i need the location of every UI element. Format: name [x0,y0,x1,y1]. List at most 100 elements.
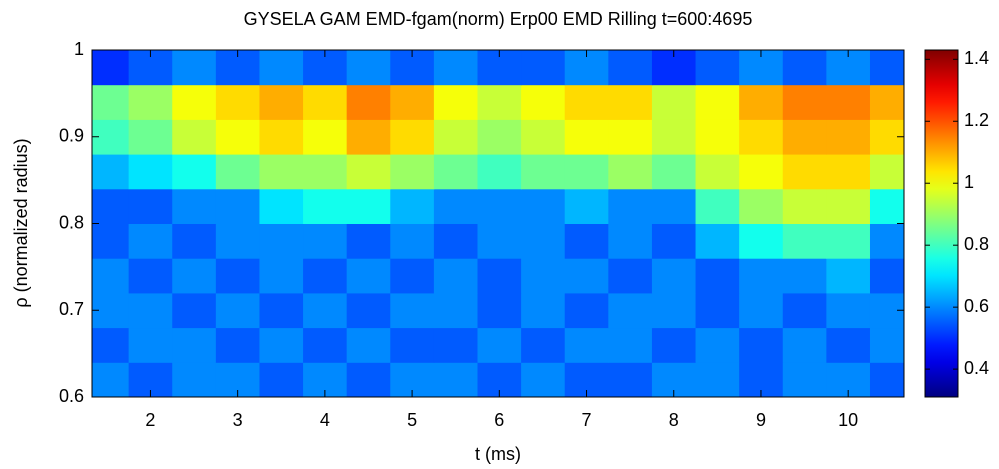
heatmap-cell [477,327,522,363]
heatmap-cell [259,258,304,294]
heatmap-cell [608,362,653,397]
heatmap-cell [128,188,173,224]
heatmap-cell [695,362,740,397]
heatmap-cell [172,119,217,155]
heatmap-cell [215,223,260,259]
heatmap-cell [695,119,740,155]
heatmap-cell [564,84,609,120]
heatmap-cell [172,84,217,120]
heatmap-cell [346,258,391,294]
heatmap-cell [215,154,260,190]
heatmap-cell [651,154,697,190]
heatmap-cell [869,292,904,329]
heatmap-cell [826,84,871,120]
heatmap-cell [303,188,348,224]
heatmap-cell [259,223,304,259]
heatmap-cell [303,258,348,294]
heatmap-cell [521,119,566,155]
x-tick-label: 5 [407,410,417,430]
colorbar-tick-label: 0.6 [964,296,989,316]
heatmap-cell [303,292,348,329]
heatmap-cell [651,188,697,224]
heatmap-cell [782,50,827,86]
heatmap-cell [651,258,697,294]
heatmap-cell [390,223,435,259]
heatmap-cell [215,292,260,329]
heatmap-cell [564,327,609,363]
heatmap-cell [826,223,871,259]
colorbar-tick-label: 0.4 [964,358,989,378]
heatmap-cell [782,258,827,294]
heatmap-cell [477,188,522,224]
heatmap-cell [346,292,391,329]
heatmap-cell [521,327,566,363]
heatmap-cell [390,258,435,294]
heatmap-cell [172,188,217,224]
heatmap-cell [782,362,827,397]
heatmap-cell [128,84,173,120]
heatmap-cell [869,362,904,397]
heatmap-cell [303,119,348,155]
heatmap-cell [346,188,391,224]
heatmap-cell [521,84,566,120]
heatmap-cell [303,327,348,363]
heatmap-cell [433,119,479,155]
heatmap-cell [782,188,827,224]
heatmap-cell [346,223,391,259]
heatmap-cell [739,223,784,259]
heatmap-cell [92,154,130,190]
heatmap-cell [346,50,391,86]
heatmap-cell [695,154,740,190]
heatmap-cell [608,119,653,155]
heatmap-cell [128,119,173,155]
heatmap-cell [521,50,566,86]
heatmap-cell [739,258,784,294]
heatmap-cell [477,223,522,259]
y-tick-label: 0.9 [59,126,84,146]
heatmap-cell [608,292,653,329]
colorbar-tick-label: 0.8 [964,234,989,254]
heatmap-cell [259,327,304,363]
heatmap-cell [390,292,435,329]
heatmap-cell [92,188,130,224]
y-tick-label: 0.7 [59,299,84,319]
heatmap-cell [826,188,871,224]
heatmap-cell [92,223,130,259]
chart-title: GYSELA GAM EMD-fgam(norm) Erp00 EMD Rill… [244,9,753,29]
heatmap-cell [695,292,740,329]
heatmap-cell [608,50,653,86]
heatmap-cell [346,84,391,120]
heatmap-cell [259,84,304,120]
heatmap-cell [521,154,566,190]
heatmap-cell [695,50,740,86]
heatmap-cell [303,154,348,190]
x-tick-label: 6 [494,410,504,430]
heatmap-cell [826,154,871,190]
heatmap-cell [477,119,522,155]
heatmap-cell [608,154,653,190]
heatmap-cell [695,327,740,363]
heatmap-cell [739,84,784,120]
heatmap-cell [869,50,904,86]
heatmap-cell [826,292,871,329]
heatmap-cell [92,258,130,294]
heatmap-cell [782,327,827,363]
heatmap-cell [390,327,435,363]
colorbar-tick-label: 1.2 [964,110,989,130]
colorbar-tick-label: 1 [964,172,974,192]
heatmap-cell [92,362,130,397]
heatmap-cell [346,119,391,155]
x-tick-label: 4 [320,410,330,430]
heatmap-cell [390,188,435,224]
heatmap-cell [477,292,522,329]
heatmap-cell [869,258,904,294]
heatmap-cell [739,119,784,155]
y-axis-label: ρ (normalized radius) [11,138,31,307]
heatmap-cell [651,327,697,363]
heatmap-cell [346,154,391,190]
heatmap-cell [128,327,173,363]
heatmap-cell [608,223,653,259]
y-tick-label: 1 [74,39,84,59]
heatmap-cell [128,223,173,259]
